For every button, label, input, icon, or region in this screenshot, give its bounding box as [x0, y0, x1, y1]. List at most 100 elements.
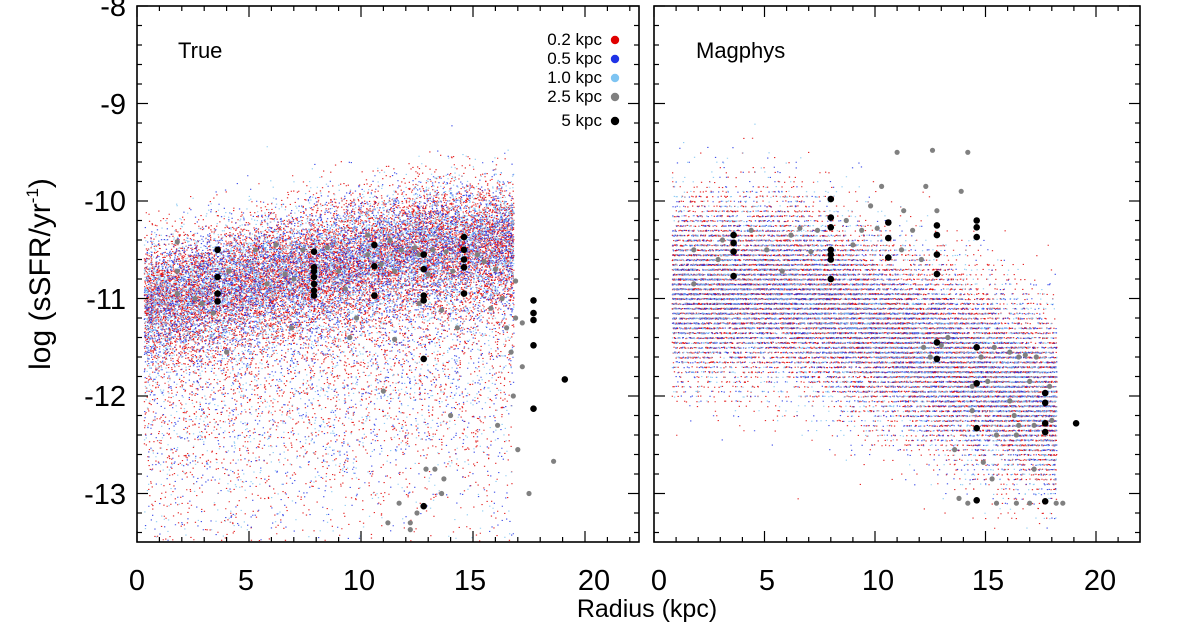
data-point: [929, 147, 936, 153]
scatter-point-cloud: [671, 123, 1058, 529]
y-tick-label: -12: [84, 381, 126, 413]
data-point: [973, 224, 980, 231]
data-point: [425, 271, 431, 277]
data-point: [1041, 498, 1049, 505]
data-point: [513, 278, 519, 284]
data-point: [310, 280, 318, 288]
data-point: [991, 344, 997, 350]
data-point: [310, 267, 318, 275]
data-point: [958, 188, 964, 194]
data-point: [933, 355, 941, 363]
panel-true-frame: [136, 5, 640, 543]
data-point: [927, 354, 933, 360]
data-point: [1033, 354, 1039, 360]
data-point: [387, 237, 393, 243]
data-point: [691, 247, 697, 253]
data-point: [1041, 389, 1049, 397]
data-point: [885, 234, 892, 242]
data-point: [1072, 420, 1080, 427]
x-tick-labels-magphys: 0 5 10 15 20: [651, 565, 1116, 597]
data-point: [336, 268, 342, 274]
x-tick-label: 0: [129, 565, 145, 597]
data-point: [918, 256, 925, 263]
data-point: [530, 316, 537, 324]
y-axis-title: log (sSFR/yr-1): [23, 178, 57, 370]
data-point: [412, 245, 418, 251]
data-point: [561, 376, 569, 383]
legend-marker: [610, 54, 620, 64]
data-point: [510, 393, 516, 399]
panel-magphys-markers: [691, 147, 1080, 506]
data-point: [423, 466, 429, 472]
data-point: [969, 383, 975, 389]
data-point: [226, 268, 232, 274]
data-point: [174, 239, 180, 245]
data-point: [764, 247, 770, 253]
data-point: [432, 466, 438, 472]
data-point: [1007, 398, 1013, 404]
data-point: [192, 295, 198, 302]
data-point: [282, 271, 288, 277]
data-point: [980, 459, 986, 465]
data-point: [879, 183, 885, 189]
data-point: [898, 247, 905, 253]
data-point: [901, 208, 907, 214]
data-point: [1013, 432, 1020, 438]
data-point: [513, 315, 519, 321]
scatter-point-cloud: [143, 156, 515, 541]
data-point: [923, 183, 929, 189]
data-point: [420, 265, 428, 273]
y-tick-label: -10: [84, 186, 126, 218]
data-point: [353, 315, 360, 321]
data-point: [530, 297, 537, 304]
data-point: [289, 325, 295, 331]
y-tick-label: -13: [84, 479, 126, 511]
legend-label: 1.0 kpc: [547, 68, 602, 87]
data-point: [730, 239, 737, 247]
data-point: [1047, 383, 1053, 389]
data-point: [499, 295, 505, 302]
data-point: [214, 246, 221, 254]
data-point: [460, 246, 468, 254]
data-point: [921, 344, 927, 350]
data-point: [378, 261, 384, 267]
data-point: [492, 266, 498, 272]
data-point: [460, 264, 468, 271]
data-point: [808, 249, 814, 255]
data-point: [827, 224, 835, 231]
data-point: [530, 309, 537, 317]
data-point: [1007, 349, 1013, 355]
data-point: [827, 275, 835, 283]
data-point: [797, 225, 803, 231]
data-point: [973, 380, 980, 387]
data-point: [416, 252, 422, 258]
scatter-point-cloud: [671, 137, 1058, 525]
data-point: [385, 520, 391, 526]
legend-label: 2.5 kpc: [547, 87, 602, 106]
data-point: [407, 527, 413, 533]
data-point: [885, 219, 892, 226]
panel-true-point-cloud: [143, 125, 515, 542]
legend: 0.2 kpc 0.5 kpc 1.0 kpc 2.5 kpc 5 kpc: [547, 30, 620, 130]
data-point: [989, 476, 995, 482]
data-point: [978, 354, 984, 360]
y-axis-title-main: log (sSFR/yr: [24, 203, 57, 370]
scatter-point-cloud: [143, 151, 515, 542]
legend-marker: [610, 92, 620, 102]
data-point: [850, 242, 856, 248]
data-point: [827, 195, 835, 203]
data-point: [934, 208, 940, 214]
data-point: [1053, 500, 1059, 506]
data-point: [779, 268, 785, 274]
data-point: [380, 388, 386, 394]
data-point: [430, 247, 436, 253]
axis-ticks: [136, 5, 1140, 542]
data-point: [253, 247, 259, 253]
data-point: [868, 203, 874, 209]
x-tick-label: 5: [759, 565, 775, 597]
data-point: [730, 272, 737, 280]
data-point: [843, 217, 849, 224]
data-point: [1041, 399, 1049, 407]
data-point: [719, 237, 726, 243]
scatter-point-cloud: [671, 146, 1058, 529]
